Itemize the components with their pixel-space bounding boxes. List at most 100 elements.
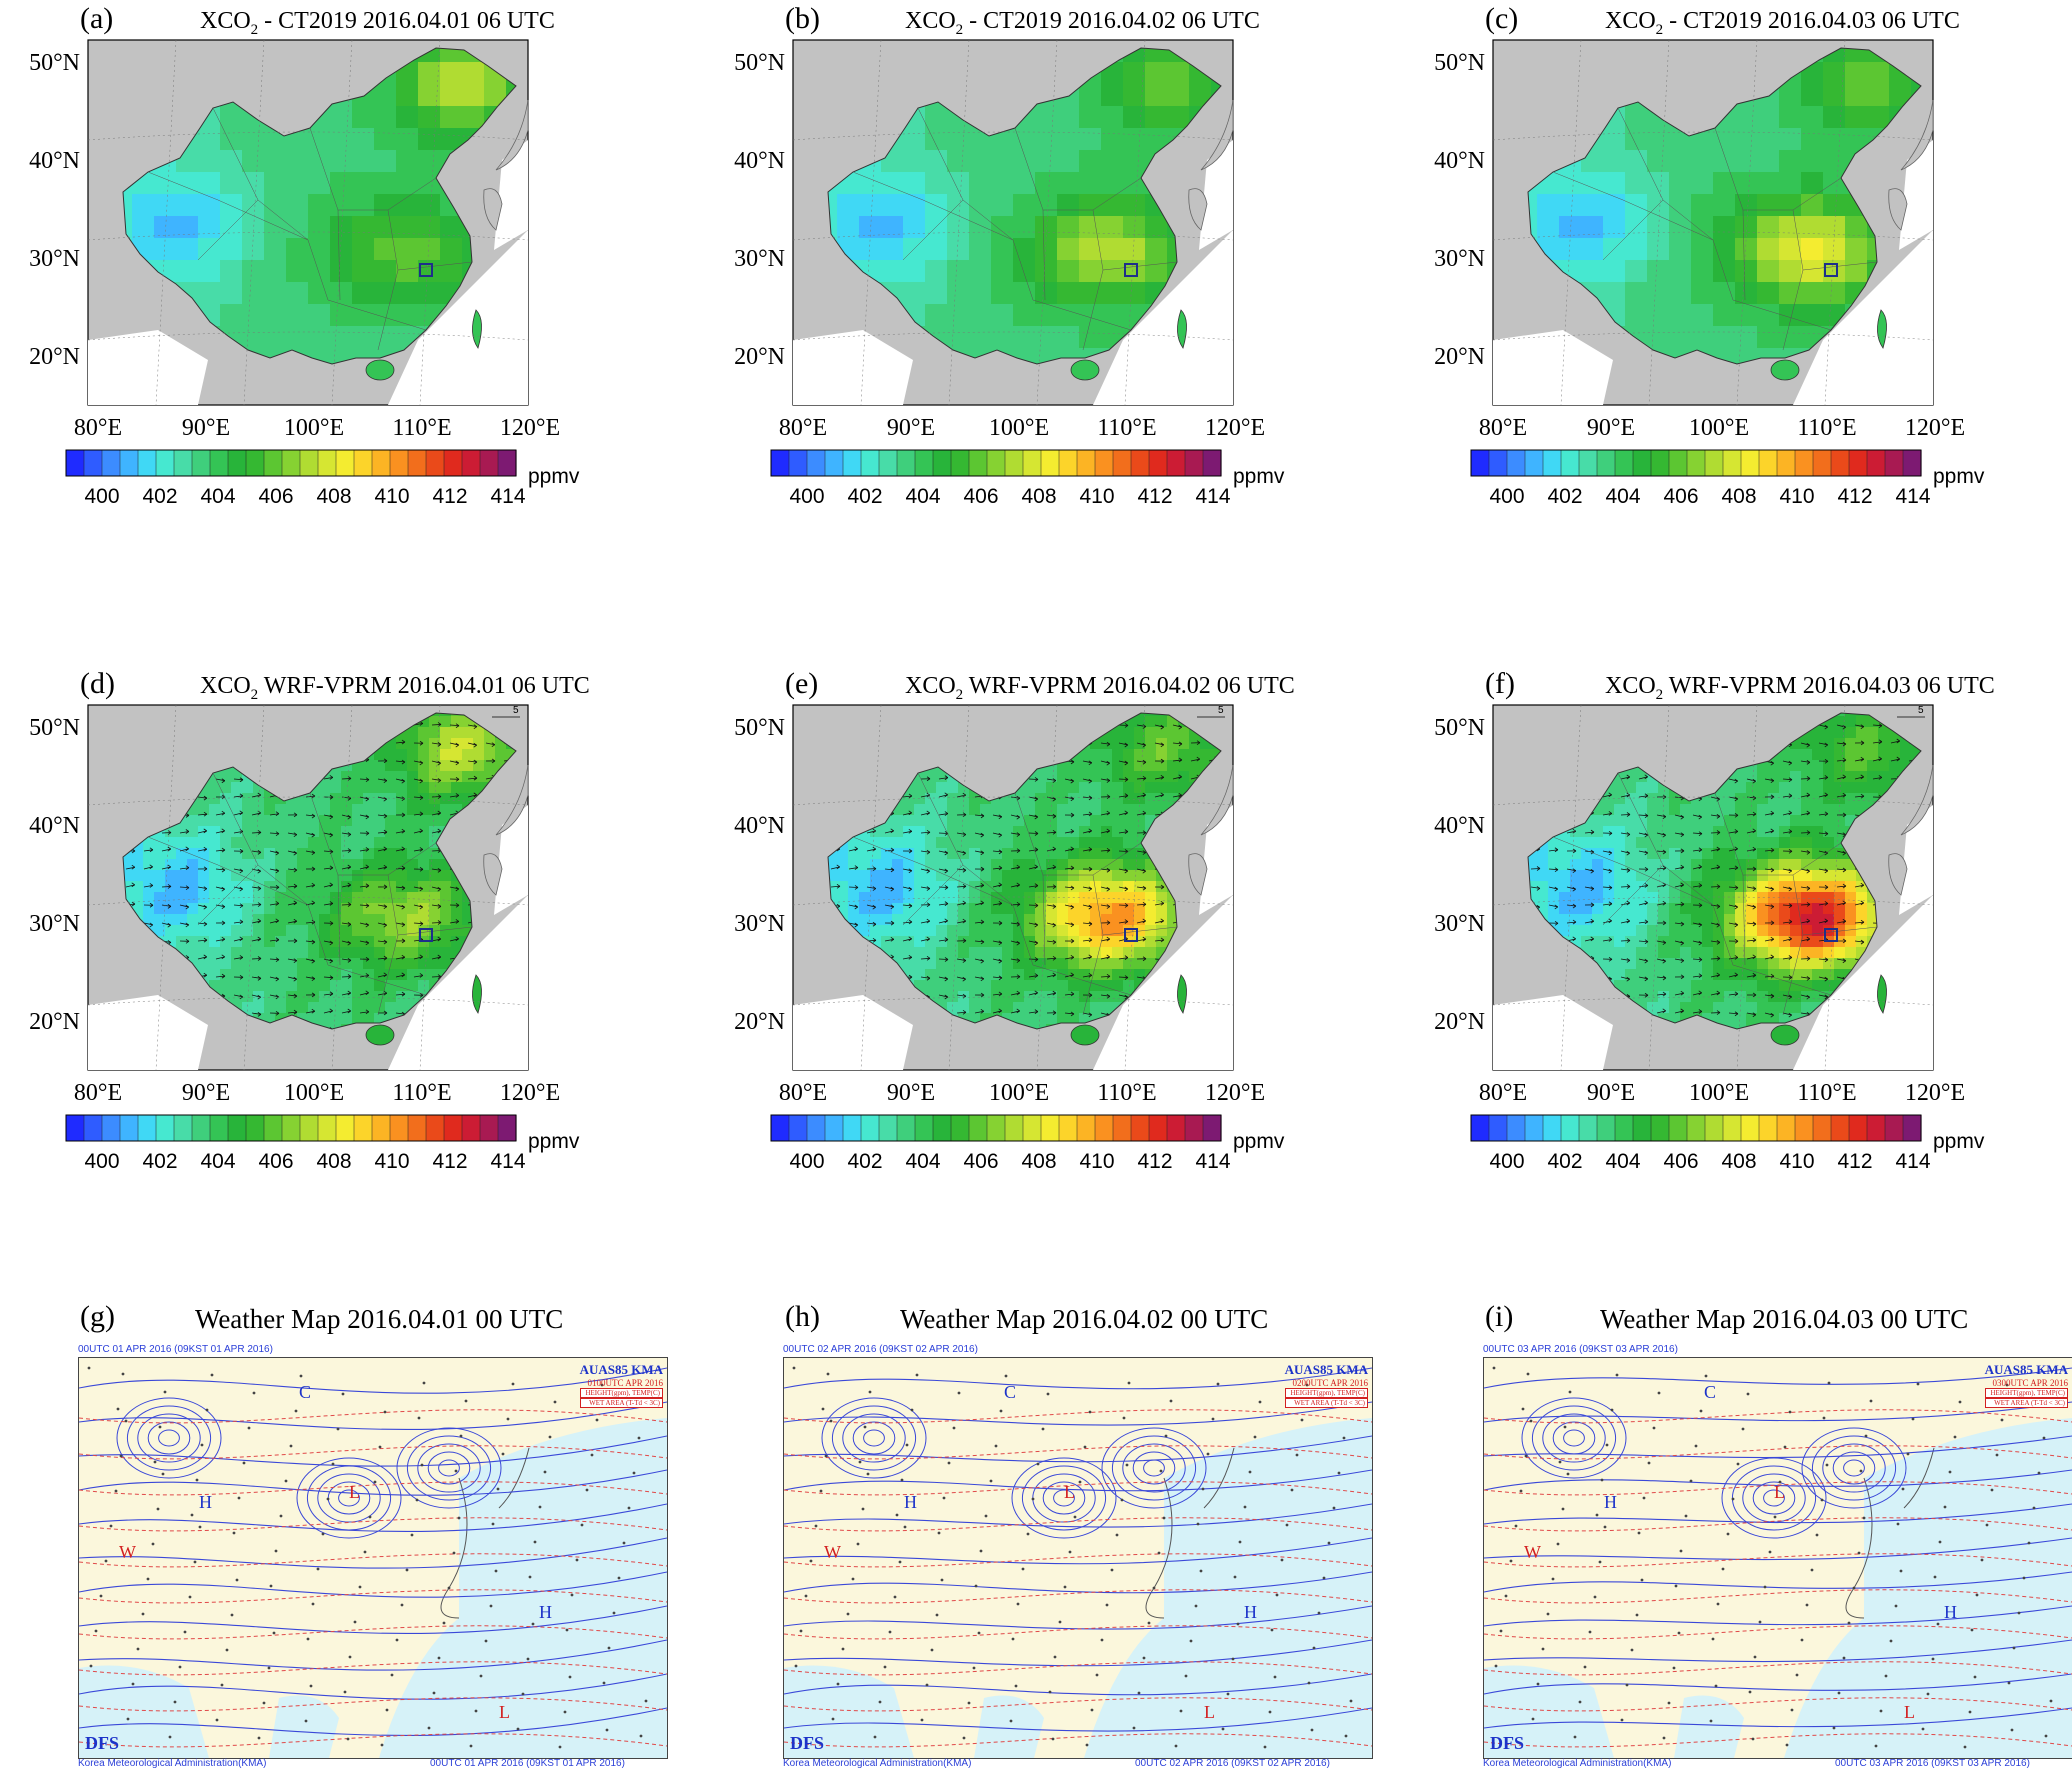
- station: [1857, 1551, 1861, 1555]
- station: [459, 1434, 463, 1438]
- colorbar-swatch: [1543, 450, 1562, 476]
- colorbar-tick: 414: [490, 485, 526, 508]
- station: [531, 1622, 535, 1626]
- taiwan-border: [1177, 974, 1187, 1014]
- panel-title: Weather Map 2016.04.03 00 UTC: [1600, 1304, 1969, 1334]
- temperature-contour: [1484, 1733, 2072, 1748]
- title-text: XCO: [200, 673, 251, 699]
- longitude-gridline: [1124, 39, 1146, 406]
- chart-id: AUAS85 KMA: [1984, 1362, 2068, 1377]
- longitude-gridline: [331, 704, 353, 1071]
- station: [420, 1463, 424, 1467]
- station: [1578, 1700, 1582, 1704]
- temperature-contour: [1484, 1625, 2072, 1640]
- colorbar-unit: ppmv: [1933, 1130, 1985, 1153]
- station: [568, 1675, 572, 1679]
- sea-area: [1793, 230, 1933, 405]
- station: [242, 1461, 246, 1465]
- station: [410, 1533, 414, 1537]
- low-contour: [1042, 1481, 1086, 1515]
- province-border: [337, 209, 341, 301]
- colorbar-swatch: [1561, 450, 1580, 476]
- station: [925, 1683, 929, 1687]
- sea-area-south: [1674, 1695, 1744, 1758]
- pressure-center-marker: L: [1064, 1482, 1075, 1502]
- colorbar-swatch: [1759, 450, 1778, 476]
- map-plot: [1492, 39, 1934, 406]
- colorbar-swatch: [897, 450, 916, 476]
- station: [2017, 1611, 2021, 1615]
- low-contour: [1801, 1427, 1907, 1509]
- panel-title: XCO2 - CT2019 2016.04.01 06 UTC: [200, 8, 555, 39]
- station: [1901, 1487, 1905, 1491]
- station: [1588, 1630, 1592, 1634]
- hainan-border: [1770, 1024, 1800, 1046]
- station: [232, 1531, 236, 1535]
- sea-area: [388, 895, 528, 1070]
- panel-title: XCO2 - CT2019 2016.04.02 06 UTC: [905, 8, 1260, 39]
- station: [1085, 1743, 1089, 1747]
- colorbar-tick: 408: [316, 485, 352, 508]
- station: [474, 1709, 478, 1713]
- study-region-box: [419, 263, 433, 277]
- colorbar-tick: 406: [1663, 1150, 1699, 1173]
- province-border: [1014, 127, 1142, 211]
- height-contour: [79, 1605, 667, 1635]
- province-border: [1042, 209, 1046, 301]
- station: [237, 1496, 241, 1500]
- longitude-gridline: [860, 39, 882, 406]
- colorbar-swatch: [915, 1115, 934, 1141]
- station: [526, 1657, 530, 1661]
- coastline-japan: [498, 1447, 530, 1509]
- station: [1842, 1656, 1846, 1660]
- japan-sea: [1199, 140, 1233, 250]
- colorbar-swatch: [951, 1115, 970, 1141]
- taiwan-border: [472, 974, 482, 1014]
- colorbar-swatch: [1867, 450, 1886, 476]
- height-contour: [1484, 1401, 2072, 1423]
- station: [644, 1699, 648, 1703]
- map-panel-b: (b) XCO2 - CT2019 2016.04.02 06 UTC 50°N 40…: [705, 0, 1395, 660]
- title-text-rest: - CT2019 2016.04.02 06 UTC: [963, 8, 1260, 34]
- panel-label: (b): [785, 2, 820, 35]
- colorbar-swatch: [1005, 1115, 1024, 1141]
- longitude-label: 110°E: [1097, 415, 1157, 441]
- colorbar-swatch: [1597, 1115, 1616, 1141]
- station: [358, 1585, 362, 1589]
- station: [1327, 1541, 1331, 1545]
- longitude-label: 80°E: [1478, 1080, 1528, 1106]
- latitude-gridline: [87, 996, 529, 1006]
- station: [868, 1390, 872, 1394]
- low-contour: [296, 1457, 402, 1539]
- station: [962, 1736, 966, 1740]
- station: [2042, 1436, 2046, 1440]
- colorbar-tick: 412: [1137, 485, 1173, 508]
- station: [558, 1745, 562, 1749]
- station: [1709, 1719, 1713, 1723]
- station: [210, 1373, 214, 1377]
- panel-label: (i): [1485, 1300, 1514, 1333]
- colorbar-swatch: [138, 450, 157, 476]
- height-contour: [784, 1707, 1372, 1732]
- title-text-rest: WRF-VPRM 2016.04.01 06 UTC: [258, 673, 590, 699]
- low-contour: [1531, 1405, 1617, 1471]
- station: [637, 1436, 641, 1440]
- station: [1603, 1525, 1607, 1529]
- station: [1021, 1567, 1025, 1571]
- reference-vector-label: 5: [513, 705, 519, 716]
- map-plot: [87, 39, 529, 406]
- height-contour: [784, 1673, 1372, 1696]
- station: [161, 1472, 165, 1476]
- station: [168, 1735, 172, 1739]
- chart-legend-line2: WET AREA (T-Td < 3C): [1984, 1398, 2068, 1408]
- colorbar-swatch: [390, 450, 409, 476]
- province-border: [1042, 874, 1046, 966]
- colorbar-swatch: [1489, 450, 1508, 476]
- station: [1921, 1727, 1925, 1731]
- station: [1980, 1558, 1984, 1562]
- height-contour: [784, 1605, 1372, 1630]
- colorbar-swatch: [1633, 450, 1652, 476]
- station: [1280, 1558, 1284, 1562]
- low-contour: [1721, 1457, 1827, 1539]
- station: [1694, 1444, 1698, 1448]
